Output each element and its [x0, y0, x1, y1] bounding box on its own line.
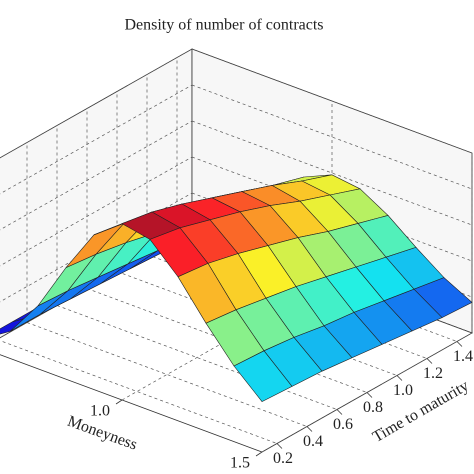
tick-mark	[115, 399, 123, 405]
y-tick-label: 0.2	[273, 450, 293, 467]
surface-patch	[233, 350, 293, 402]
grid-line	[191, 84, 473, 190]
tick-mark	[456, 341, 463, 347]
tick-mark	[336, 409, 343, 415]
y-tick-label: 0.8	[363, 399, 383, 416]
grid-line	[0, 48, 193, 159]
y-tick-label: 0.4	[303, 433, 323, 450]
y-tick-label: 1.2	[423, 365, 443, 382]
grid-line	[86, 288, 368, 393]
grid-line	[191, 156, 473, 262]
tick-mark	[255, 451, 263, 457]
grid-line	[191, 48, 473, 154]
tick-mark	[366, 392, 373, 398]
grid-line	[191, 120, 473, 226]
grid-line	[26, 322, 308, 427]
grid-line	[56, 305, 338, 410]
y-tick-label: 0.6	[333, 416, 353, 433]
y-tick-label: 1.4	[453, 348, 473, 365]
grid-line	[0, 340, 278, 444]
x-tick-label: 1.0	[90, 403, 110, 420]
x-tick-label: 1.5	[230, 455, 250, 472]
tick-mark	[276, 443, 283, 449]
y-tick-label: 1.0	[393, 382, 413, 399]
tick-mark	[306, 426, 313, 432]
chart-title: Density of number of contracts	[124, 17, 323, 34]
tick-mark	[396, 375, 403, 381]
tick-mark	[426, 358, 433, 364]
